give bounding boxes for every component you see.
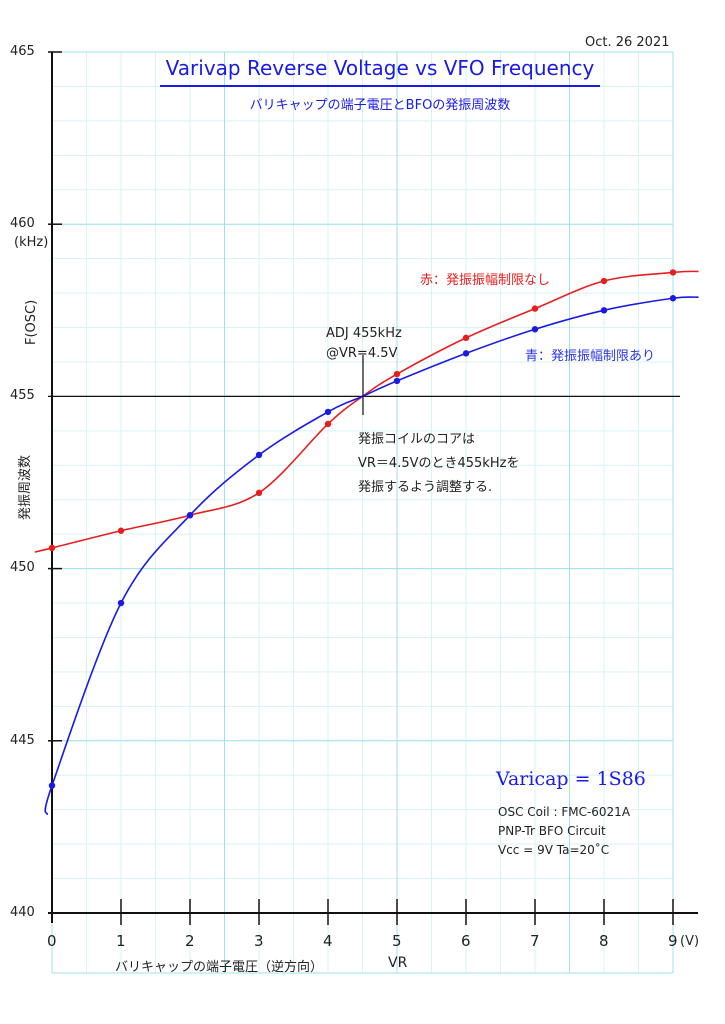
x-axis-title-jp: バリキャップの端子電圧（逆方向） — [115, 960, 324, 975]
x-tick-6: 6 — [461, 932, 471, 950]
x-tick-2: 2 — [185, 932, 195, 950]
adj-line-1: ADJ 455kHz — [326, 326, 402, 341]
circuit-specs: OSC Coil : FMC-6021A PNP-Tr BFO Circuit … — [498, 803, 630, 860]
y-tick-465: 465 — [10, 44, 35, 59]
varicap-label: Varicap = 1S86 — [496, 768, 646, 790]
adj-annotation: ADJ 455kHz @VR=4.5V — [326, 324, 402, 364]
x-tick-5: 5 — [392, 932, 402, 950]
y-tick-455: 455 — [10, 388, 35, 403]
x-tick-3: 3 — [254, 932, 264, 950]
x-unit: (V) — [680, 934, 700, 949]
spec-line-2: PNP-Tr BFO Circuit — [498, 824, 606, 838]
series-blue-line — [44, 296, 699, 815]
spec-line-3: Vcc = 9V Ta=20˚C — [498, 843, 610, 857]
x-tick-4: 4 — [323, 932, 333, 950]
note-line-1: 発振コイルのコアは — [358, 432, 476, 447]
y-tick-445: 445 — [10, 733, 35, 748]
y-tick-440: 440 — [10, 905, 35, 920]
note-line-3: 発振するよう調整する. — [358, 480, 493, 495]
x-tick-9: 9 — [668, 932, 678, 950]
y-tick-460: 460 — [10, 216, 35, 231]
series-blue-points — [48, 295, 677, 789]
spec-line-1: OSC Coil : FMC-6021A — [498, 805, 631, 819]
chart-title: Varivap Reverse Voltage vs VFO Frequency — [165, 56, 595, 80]
chart-date: Oct. 26 2021 — [585, 35, 670, 50]
adj-line-2: @VR=4.5V — [326, 346, 398, 361]
x-tick-7: 7 — [530, 932, 540, 950]
x-axis-title-vr: VR — [388, 955, 408, 971]
y-tick-450: 450 — [10, 560, 35, 575]
x-tick-8: 8 — [599, 932, 609, 950]
legend-red: 赤：発振振幅制限なし — [420, 273, 551, 288]
x-tick-0: 0 — [47, 932, 57, 950]
y-unit: (kHz) — [14, 235, 49, 250]
legend-blue: 青：発振振幅制限あり — [525, 349, 656, 364]
note-line-2: VR＝4.5Vのとき455kHzを — [358, 456, 520, 471]
series-red-line — [34, 270, 699, 553]
x-tick-1: 1 — [116, 932, 126, 950]
chart-subtitle: バリキャップの端子電圧とBFOの発振周波数 — [249, 98, 511, 113]
adjustment-note: 発振コイルのコアは VR＝4.5Vのとき455kHzを 発振するよう調整する. — [358, 428, 519, 500]
y-axis-title: 発振周波数 — [18, 454, 33, 520]
y-axis-symbol: F(OSC) — [24, 299, 39, 345]
axes — [48, 51, 698, 925]
